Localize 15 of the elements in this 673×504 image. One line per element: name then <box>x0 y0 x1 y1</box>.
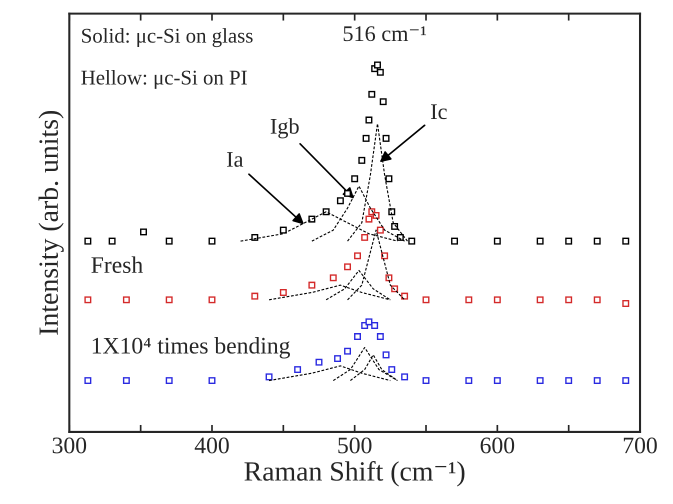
annotation: Igb <box>270 118 299 138</box>
text: Solid: μc-Si on glass <box>82 28 253 48</box>
annotation: Ia <box>226 152 244 167</box>
x-tick-label: 600 <box>480 437 514 454</box>
x-tick-label: 500 <box>338 437 372 454</box>
series-label: Fresh <box>91 256 143 274</box>
x-tick-label: 300 <box>52 437 86 454</box>
annotation: Hellow: μc-Si on PI <box>81 70 247 89</box>
annotation: 516 cm⁻¹ <box>344 26 426 42</box>
x-tick-label: 700 <box>624 437 657 454</box>
x-tick-label: 400 <box>194 437 229 454</box>
series-label: 1X10⁴ times bending <box>92 337 290 359</box>
annotation: Ic <box>431 104 447 120</box>
y-axis-title: Intensity (arb. units) <box>38 110 64 335</box>
x-axis-title: Raman Shift (cm⁻¹) <box>244 460 464 486</box>
